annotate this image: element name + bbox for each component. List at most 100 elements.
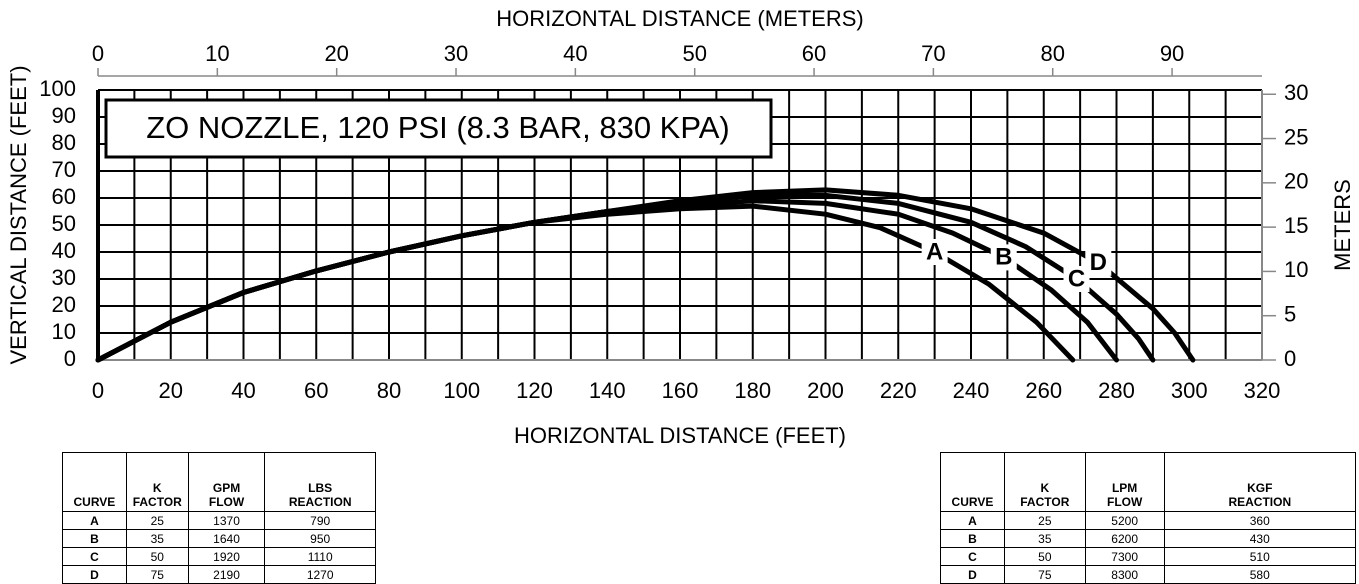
table-cell: 6200 bbox=[1084, 529, 1165, 548]
y-tick-label: 60 bbox=[52, 184, 76, 209]
x2-tick-label: 0 bbox=[92, 41, 104, 66]
y2-axis-title: METERS bbox=[1330, 179, 1355, 271]
y-tick-label: 80 bbox=[52, 130, 76, 155]
header-row: CURVE K FACTOR GPM FLOW LBS REACTION bbox=[62, 452, 376, 512]
table-row: C 50 7300 510 bbox=[940, 547, 1357, 566]
table-cell: D bbox=[940, 565, 1005, 584]
curve-label-bg bbox=[990, 244, 1017, 271]
x2-tick-label: 30 bbox=[444, 41, 468, 66]
header-cell: GPM FLOW bbox=[187, 452, 266, 512]
table-cell: 75 bbox=[125, 565, 189, 584]
table-row: A 25 1370 790 bbox=[62, 511, 376, 530]
x2-tick-label: 60 bbox=[802, 41, 826, 66]
table-cell: 8300 bbox=[1084, 565, 1165, 584]
y2-tick-label: 20 bbox=[1284, 169, 1308, 194]
x-tick-label: 140 bbox=[589, 378, 626, 403]
table-cell: 360 bbox=[1163, 511, 1357, 530]
x2-tick-label: 40 bbox=[563, 41, 587, 66]
y-tick-label: 100 bbox=[39, 76, 76, 101]
table-row: B 35 1640 950 bbox=[62, 529, 376, 548]
table-cell: 950 bbox=[264, 529, 376, 548]
y2-tick-label: 0 bbox=[1284, 346, 1296, 371]
x-tick-label: 40 bbox=[231, 378, 255, 403]
table-cell: 2190 bbox=[187, 565, 266, 584]
table-cell: B bbox=[62, 529, 127, 548]
y-tick-label: 30 bbox=[52, 265, 76, 290]
y-axis-title: VERTICAL DISTANCE (FEET) bbox=[6, 65, 31, 364]
x-tick-label: 260 bbox=[1025, 378, 1062, 403]
x-tick-label: 80 bbox=[377, 378, 401, 403]
curve-label: D bbox=[1090, 249, 1107, 276]
y-tick-label: 10 bbox=[52, 319, 76, 344]
trajectory-curve bbox=[95, 192, 1156, 363]
y-tick-label: 70 bbox=[52, 157, 76, 182]
y-tick-label: 90 bbox=[52, 103, 76, 128]
x2-tick-label: 80 bbox=[1040, 41, 1064, 66]
curve-label-bg bbox=[921, 239, 948, 265]
curve-label: C bbox=[1068, 265, 1085, 292]
chart-title: ZO NOZZLE, 120 PSI (8.3 BAR, 830 KPA) bbox=[146, 110, 729, 145]
table-row: D 75 2190 1270 bbox=[62, 565, 376, 584]
table-cell: 5200 bbox=[1084, 511, 1165, 530]
y2-tick-label: 10 bbox=[1284, 257, 1308, 282]
title-box: ZO NOZZLE, 120 PSI (8.3 BAR, 830 KPA) bbox=[104, 98, 773, 159]
table-cell: D bbox=[62, 565, 127, 584]
header-cell: CURVE bbox=[62, 452, 127, 512]
x-tick-label: 240 bbox=[953, 378, 990, 403]
table-cell: 35 bbox=[1003, 529, 1086, 548]
header-cell: LPM FLOW bbox=[1084, 452, 1165, 512]
y2-tick-label: 15 bbox=[1284, 213, 1308, 238]
x2-tick-label: 10 bbox=[205, 41, 229, 66]
table-cell: 1370 bbox=[187, 511, 266, 530]
x-tick-label: 160 bbox=[662, 378, 699, 403]
table-cell: 50 bbox=[1003, 547, 1086, 566]
table-feet: CURVE K FACTOR GPM FLOW LBS REACTION A 25 1370… bbox=[62, 452, 376, 584]
table-cell: C bbox=[62, 547, 127, 566]
x-axis-title: HORIZONTAL DISTANCE (FEET) bbox=[514, 423, 846, 448]
x-tick-label: 220 bbox=[880, 378, 917, 403]
curve-label-bg bbox=[1085, 249, 1112, 276]
table-cell: 580 bbox=[1163, 565, 1357, 584]
table-row: D 75 8300 580 bbox=[940, 565, 1357, 584]
y2-tick-label: 5 bbox=[1284, 302, 1296, 327]
curve-label: B bbox=[995, 244, 1012, 271]
header-cell: K FACTOR bbox=[125, 452, 189, 512]
table-cell: 35 bbox=[125, 529, 189, 548]
header-row: CURVE K FACTOR LPM FLOW KGF REACTION bbox=[940, 452, 1357, 512]
x2-tick-label: 50 bbox=[682, 41, 706, 66]
x2-axis-title: HORIZONTAL DISTANCE (METERS) bbox=[496, 6, 864, 31]
x-tick-label: 280 bbox=[1098, 378, 1135, 403]
header-cell: K FACTOR bbox=[1003, 452, 1086, 512]
curve-label: A bbox=[926, 238, 943, 265]
table-cell: 430 bbox=[1163, 529, 1357, 548]
table-row: A 25 5200 360 bbox=[940, 511, 1357, 530]
table-cell: 75 bbox=[1003, 565, 1086, 584]
y-tick-label: 20 bbox=[52, 292, 76, 317]
header-cell: LBS REACTION bbox=[264, 452, 376, 512]
x2-tick-label: 90 bbox=[1160, 41, 1184, 66]
x-tick-label: 20 bbox=[159, 378, 183, 403]
y-tick-label: 50 bbox=[52, 211, 76, 236]
x2-tick-label: 20 bbox=[324, 41, 348, 66]
table-cell: 1640 bbox=[187, 529, 266, 548]
table-cell: C bbox=[940, 547, 1005, 566]
x-tick-label: 320 bbox=[1244, 378, 1281, 403]
x2-tick-label: 70 bbox=[921, 41, 945, 66]
y2-tick-label: 25 bbox=[1284, 124, 1308, 149]
y2-tick-label: 30 bbox=[1284, 80, 1308, 105]
table-cell: A bbox=[62, 511, 127, 530]
x-tick-label: 200 bbox=[807, 378, 844, 403]
table-cell: 7300 bbox=[1084, 547, 1165, 566]
y-tick-label: 0 bbox=[64, 346, 76, 371]
table-row: C 50 1920 1110 bbox=[62, 547, 376, 566]
title-frame bbox=[104, 98, 773, 159]
x-tick-label: 300 bbox=[1171, 378, 1208, 403]
table-metric: CURVE K FACTOR LPM FLOW KGF REACTION A 25 5200… bbox=[940, 452, 1357, 584]
table-cell: A bbox=[940, 511, 1005, 530]
table-cell: 25 bbox=[1003, 511, 1086, 530]
table-cell: 1270 bbox=[264, 565, 376, 584]
table-row: B 35 6200 430 bbox=[940, 529, 1357, 548]
table-cell: 50 bbox=[125, 547, 189, 566]
table-cell: 25 bbox=[125, 511, 189, 530]
